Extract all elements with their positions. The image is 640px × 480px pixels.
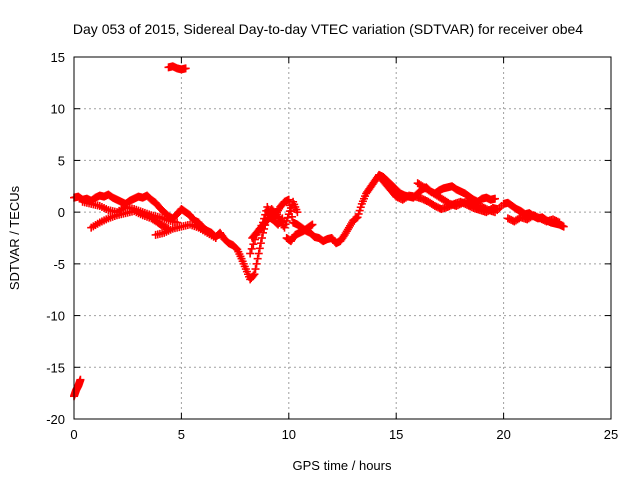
- y-tick-label: -10: [46, 309, 65, 324]
- y-tick-label: 0: [58, 205, 65, 220]
- data-point: [253, 254, 262, 263]
- x-axis-label: GPS time / hours: [293, 458, 392, 473]
- data-point: [181, 64, 190, 73]
- y-tick-label: 10: [51, 102, 65, 117]
- data-point: [559, 222, 568, 231]
- data-point: [249, 240, 258, 249]
- data-point: [277, 215, 286, 224]
- data-point: [491, 194, 500, 203]
- plot-frame: [73, 56, 612, 420]
- data-point: [555, 218, 564, 227]
- y-tick-label: -15: [46, 360, 65, 375]
- data-point: [211, 234, 220, 242]
- grid: [74, 57, 611, 419]
- x-tick-label: 5: [178, 427, 185, 442]
- data-point: [256, 239, 265, 248]
- data-point: [76, 375, 85, 384]
- axis-ticks: 0 5 10 15 20 25 -20 -15 -10 -5 0 5 10 15: [46, 50, 618, 442]
- y-tick-label: 15: [51, 50, 65, 65]
- data-point: [255, 244, 264, 253]
- y-tick-label: 5: [58, 153, 65, 168]
- data-point: [254, 249, 263, 258]
- x-tick-label: 20: [496, 427, 510, 442]
- x-tick-label: 10: [282, 427, 296, 442]
- x-tick-label: 0: [70, 427, 77, 442]
- x-tick-label: 15: [389, 427, 403, 442]
- data-point: [284, 195, 293, 204]
- data-point: [251, 265, 260, 274]
- data-point: [247, 244, 256, 253]
- data-point: [249, 271, 258, 280]
- data-point: [308, 220, 317, 229]
- data-point: [278, 214, 287, 223]
- data-points: [70, 62, 568, 401]
- data-point: [246, 249, 255, 258]
- data-point: [293, 208, 302, 217]
- data-point: [250, 270, 259, 279]
- y-axis-label: SDTVAR / TECUs: [7, 185, 22, 290]
- chart-title: Day 053 of 2015, Sidereal Day-to-day VTE…: [73, 21, 583, 37]
- data-point: [252, 259, 261, 268]
- x-tick-label: 25: [604, 427, 618, 442]
- data-point: [257, 234, 266, 242]
- y-tick-label: -5: [53, 257, 65, 272]
- y-tick-label: -20: [46, 412, 65, 427]
